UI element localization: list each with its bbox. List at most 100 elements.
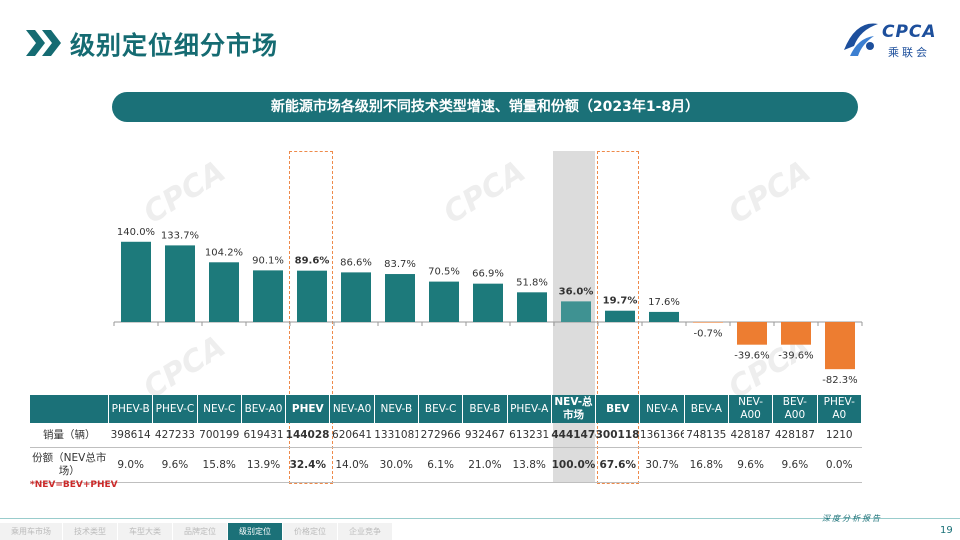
table-header-cell: BEV: [595, 395, 641, 423]
table-cell: 1361366: [639, 423, 685, 448]
bar: [781, 322, 811, 345]
table-cell: 4441474: [551, 423, 596, 448]
swirl-logo-icon: [844, 23, 878, 56]
bar: [429, 281, 459, 322]
table-cell: 0.0%: [817, 447, 862, 483]
table-row: 份额（NEV总市场） 9.0% 9.6% 15.8% 13.9% 32.4% 14.0% 30…: [30, 447, 862, 483]
bar: [693, 322, 723, 323]
footer-divider: [0, 518, 960, 519]
bar: [121, 241, 151, 322]
table-cell: 700199: [197, 423, 242, 448]
data-label: -0.7%: [693, 328, 722, 339]
cpca-logo: CPCA 乘联会: [836, 16, 946, 62]
data-label: 140.0%: [117, 227, 155, 238]
logo-subtext: 乘联会: [888, 46, 930, 59]
table-header-cell: NEV-B: [374, 395, 419, 423]
footer-sign: 深度分析报告: [822, 514, 882, 523]
footer-nav-item[interactable]: 价格定位: [283, 523, 337, 540]
table-cell: 613231: [507, 423, 552, 448]
bar: [737, 322, 767, 345]
table-header-cell: BEV-A: [684, 395, 729, 423]
table-header-cell: NEV-C: [197, 395, 242, 423]
table-cell: 30.7%: [639, 447, 685, 483]
table-header-cell: NEV-A00: [728, 395, 774, 423]
table-cell: 428187: [772, 423, 818, 448]
data-label: 86.6%: [340, 257, 372, 268]
table-cell: 398614: [108, 423, 153, 448]
table-cell: 13.8%: [507, 447, 552, 483]
data-label: 83.7%: [384, 259, 416, 270]
table-cell: 14.0%: [329, 447, 375, 483]
bar: [165, 245, 195, 322]
bar: [341, 272, 371, 322]
table-cell: 9.0%: [108, 447, 153, 483]
table-header-cell: BEV-A0: [241, 395, 287, 423]
table-cell: 272966: [418, 423, 463, 448]
data-label: 104.2%: [205, 247, 243, 258]
footer-nav: 乘用车市场 技术类型 车型大类 品牌定位 级别定位 价格定位 企业竞争: [0, 523, 393, 540]
data-label: 90.1%: [252, 255, 284, 266]
table-cell: 21.0%: [462, 447, 508, 483]
data-label: 19.7%: [603, 296, 638, 307]
table-header-cell: BEV-C: [418, 395, 464, 423]
table-cell: 15.8%: [197, 447, 242, 483]
table-cell: 9.6%: [152, 447, 198, 483]
chart-title-banner: 新能源市场各级别不同技术类型增速、销量和份额（2023年1-8月）: [112, 92, 858, 122]
table-cell: 3001186: [595, 423, 640, 448]
bar: [561, 301, 591, 322]
table-cell: 6.1%: [418, 447, 463, 483]
data-label: -39.6%: [734, 351, 769, 362]
table-cell: 13.9%: [241, 447, 286, 483]
table-cell: 1210: [817, 423, 862, 448]
table-cell: 100.0%: [551, 447, 596, 483]
table-corner: [30, 395, 110, 423]
table-cell: 428187: [728, 423, 773, 448]
bar: [649, 311, 679, 322]
table-cell: 620641: [329, 423, 375, 448]
page-title: 级别定位细分市场: [70, 31, 279, 60]
growth-bar-chart: 140.0% 133.7% 104.2% 90.1% 89.6% 86.6% 83.7% 70…: [113, 227, 863, 386]
footer-nav-item[interactable]: 企业竞争: [338, 523, 392, 540]
logo-text: CPCA: [882, 22, 937, 42]
bar: [517, 292, 547, 322]
table-cell: 30.0%: [374, 447, 419, 483]
table-cell: 1331081: [374, 423, 419, 448]
table-header-cell: NEV-A0: [329, 395, 375, 423]
bar: [253, 270, 283, 322]
footnote: *NEV=BEV+PHEV: [30, 480, 118, 490]
footer-nav-item[interactable]: 车型大类: [118, 523, 172, 540]
table-header-cell: PHEV-C: [152, 395, 198, 423]
bar: [297, 270, 327, 322]
row-label: 份额（NEV总市场）: [30, 447, 109, 483]
table-cell: 16.8%: [684, 447, 729, 483]
page-number: 19: [940, 525, 953, 536]
data-label: -39.6%: [778, 351, 813, 362]
footer-nav-item[interactable]: 技术类型: [63, 523, 117, 540]
footer-nav-item[interactable]: 乘用车市场: [0, 523, 62, 540]
chevrons-icon: [26, 30, 61, 56]
data-label: 70.5%: [428, 267, 460, 278]
table-header-cell: NEV-A: [639, 395, 685, 423]
row-label: 销量（辆）: [30, 423, 109, 448]
data-label: 36.0%: [559, 286, 594, 297]
table-cell: 67.6%: [595, 447, 640, 483]
table-header-cell: BEV-A00: [772, 395, 818, 423]
data-label: 133.7%: [161, 230, 199, 241]
table-cell: 9.6%: [728, 447, 773, 483]
table-header-cell: NEV-总市场: [551, 395, 597, 423]
bar: [825, 322, 855, 370]
data-table: PHEV-B PHEV-C NEV-C BEV-A0 PHEV NEV-A0 NEV-B BE…: [30, 395, 863, 483]
table-header-cell: PHEV-A0: [817, 395, 863, 423]
data-label: 17.6%: [648, 297, 680, 308]
footer-nav-item[interactable]: 级别定位: [228, 523, 282, 540]
footer-nav-item[interactable]: 品牌定位: [173, 523, 227, 540]
bar: [473, 283, 503, 322]
bar: [209, 262, 239, 322]
bar: [605, 310, 635, 322]
table-cell: 1440288: [285, 423, 330, 448]
table-header-cell: PHEV: [285, 395, 331, 423]
data-label: 89.6%: [295, 256, 330, 267]
table-header-cell: BEV-B: [462, 395, 508, 423]
table-cell: 32.4%: [285, 447, 330, 483]
bar: [385, 274, 415, 322]
